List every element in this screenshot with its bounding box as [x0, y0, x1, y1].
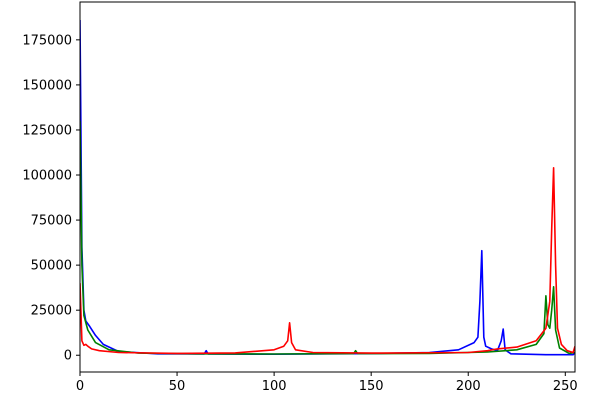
series-line-2	[80, 167, 575, 355]
x-tick-label: 250	[553, 379, 578, 394]
y-tick-label: 100000	[22, 169, 72, 184]
x-tick-label: 50	[169, 379, 186, 394]
y-tick-label: 25000	[31, 304, 72, 319]
y-tick-label: 125000	[22, 123, 72, 138]
series-line-1	[80, 120, 575, 355]
series-line-0	[80, 19, 575, 356]
x-tick-label: 200	[456, 379, 481, 394]
x-tick-label: 150	[359, 379, 384, 394]
y-tick-label: 75000	[31, 214, 72, 229]
y-tick-label: 175000	[22, 33, 72, 48]
x-tick-label: 100	[262, 379, 287, 394]
y-tick-label: 50000	[31, 259, 72, 274]
y-tick-label: 0	[64, 349, 72, 364]
x-tick-label: 0	[76, 379, 84, 394]
y-tick-label: 150000	[22, 78, 72, 93]
axes-frame	[79, 1, 576, 373]
